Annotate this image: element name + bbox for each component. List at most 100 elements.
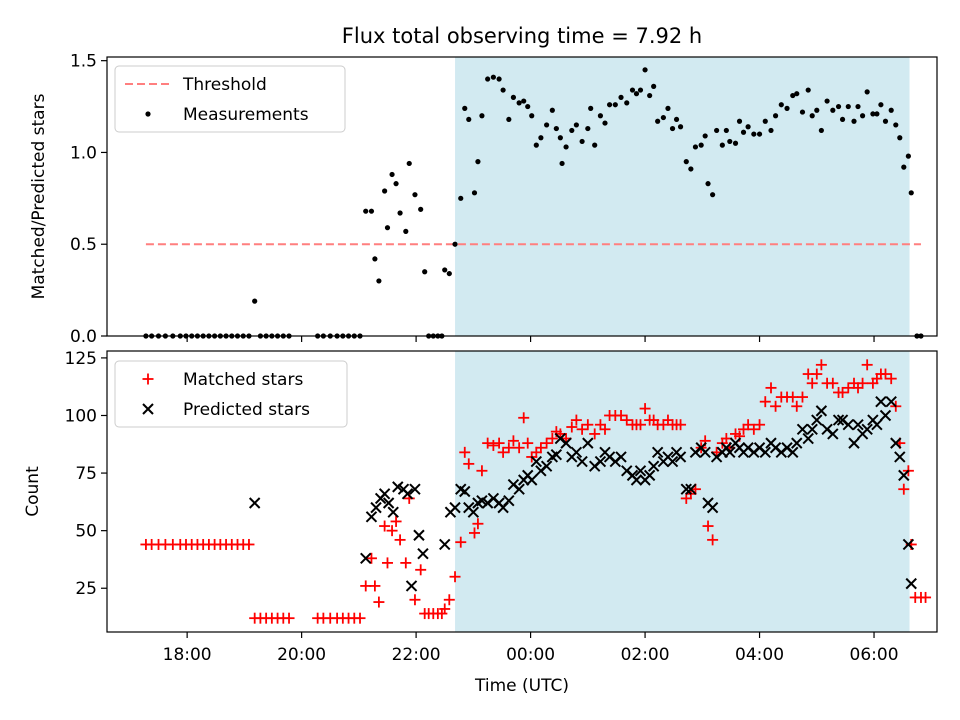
measurement-point xyxy=(452,241,458,247)
matched-star-point xyxy=(443,594,455,606)
matched-stars-series xyxy=(140,359,932,624)
legend-matched-swatch xyxy=(142,373,154,385)
top-y-tick-label: 1.0 xyxy=(70,143,97,163)
bottom-y-tick-label: 25 xyxy=(75,579,97,599)
measurement-point xyxy=(688,166,694,172)
predicted-star-point xyxy=(387,506,399,518)
matched-star-point xyxy=(742,419,754,431)
top-panel-shaded-region xyxy=(455,57,910,336)
matched-star-point xyxy=(837,386,849,398)
predicted-star-point xyxy=(685,483,697,495)
predicted-star-point xyxy=(827,428,839,440)
matched-star-point xyxy=(852,382,864,394)
matched-star-point xyxy=(493,437,505,449)
predicted-star-point xyxy=(634,465,647,477)
matched-star-point xyxy=(582,419,594,431)
measurement-point xyxy=(471,190,478,196)
matched-star-point xyxy=(566,421,578,433)
matched-star-point xyxy=(546,433,558,445)
top-legend-box xyxy=(114,65,346,133)
matched-star-point xyxy=(482,437,494,449)
measurement-point xyxy=(475,159,481,165)
predicted-star-point xyxy=(791,437,803,449)
x-tick-label: 04:00 xyxy=(735,645,784,665)
measurement-point xyxy=(655,118,661,124)
matched-star-point xyxy=(599,423,611,435)
measurement-point xyxy=(462,105,468,111)
measurement-point xyxy=(559,160,565,167)
predicted-star-point xyxy=(875,395,887,408)
measurement-point xyxy=(573,122,579,128)
measurements-series xyxy=(143,67,924,339)
matched-star-point xyxy=(381,557,393,569)
predicted-star-point xyxy=(802,432,814,445)
measurement-point xyxy=(845,103,851,110)
measurement-point xyxy=(814,107,820,113)
measurement-point xyxy=(677,124,684,130)
top-legend: Threshold Measurements xyxy=(114,65,346,133)
top-panel: 0.0 0.5 1.0 1.5 Matched/Predicted stars Thr… xyxy=(29,52,938,347)
measurement-point xyxy=(376,278,382,284)
measurement-point xyxy=(835,103,842,110)
measurement-point xyxy=(756,131,763,137)
matched-star-point xyxy=(770,400,782,412)
predicted-star-point xyxy=(503,495,515,507)
matched-star-point xyxy=(415,564,427,576)
measurement-point xyxy=(397,210,403,216)
bottom-y-tick-label: 75 xyxy=(75,464,97,484)
measurement-point xyxy=(496,76,502,82)
matched-star-point xyxy=(806,377,818,389)
measurement-point xyxy=(533,142,539,148)
predicted-star-point xyxy=(759,446,771,459)
measurement-point xyxy=(855,103,861,110)
predicted-star-point xyxy=(861,423,873,436)
predicted-star-point xyxy=(894,451,906,463)
matched-star-point xyxy=(463,458,475,470)
legend-measurements-swatch xyxy=(145,111,151,117)
matched-star-point xyxy=(400,557,412,569)
measurement-point xyxy=(633,91,640,97)
measurement-point xyxy=(389,171,395,178)
measurement-point xyxy=(790,92,796,99)
predicted-star-point xyxy=(898,469,910,482)
measurement-point xyxy=(538,135,544,141)
measurement-point xyxy=(878,102,884,108)
measurement-point xyxy=(874,111,880,117)
matched-star-point xyxy=(639,403,651,415)
predicted-star-point xyxy=(832,414,845,426)
x-tick-label: 18:00 xyxy=(163,645,212,665)
measurement-point xyxy=(372,256,378,262)
measurement-point xyxy=(673,116,680,123)
measurement-point xyxy=(778,102,784,108)
matched-star-point xyxy=(354,612,366,624)
measurement-point xyxy=(705,181,711,187)
measurement-point xyxy=(521,98,527,104)
predicted-star-point xyxy=(871,418,883,431)
measurement-point xyxy=(588,105,594,111)
top-y-tick-label: 1.5 xyxy=(70,52,97,72)
top-y-tick-label: 0.5 xyxy=(70,235,97,255)
legend-threshold-label: Threshold xyxy=(182,75,267,95)
predicted-star-point xyxy=(439,538,451,551)
predicted-star-point xyxy=(811,414,823,426)
measurement-point xyxy=(412,192,418,198)
measurement-point xyxy=(799,109,806,115)
measurement-point xyxy=(732,140,739,146)
matched-star-point xyxy=(379,520,391,532)
predicted-star-point xyxy=(582,437,594,449)
measurement-point xyxy=(692,144,699,150)
predicted-star-point xyxy=(651,446,664,459)
matched-star-point xyxy=(394,534,406,546)
matched-star-point xyxy=(879,368,891,380)
predicted-star-point xyxy=(706,501,719,514)
measurement-point xyxy=(529,113,535,119)
matched-star-point xyxy=(885,373,897,385)
matched-star-point xyxy=(439,603,451,615)
predicted-star-point xyxy=(413,529,425,541)
predicted-star-point xyxy=(467,506,480,518)
measurement-point xyxy=(569,127,575,134)
measurement-point xyxy=(592,142,598,148)
measurement-point xyxy=(809,113,815,119)
matched-star-point xyxy=(662,414,674,426)
measurement-point xyxy=(751,131,757,137)
